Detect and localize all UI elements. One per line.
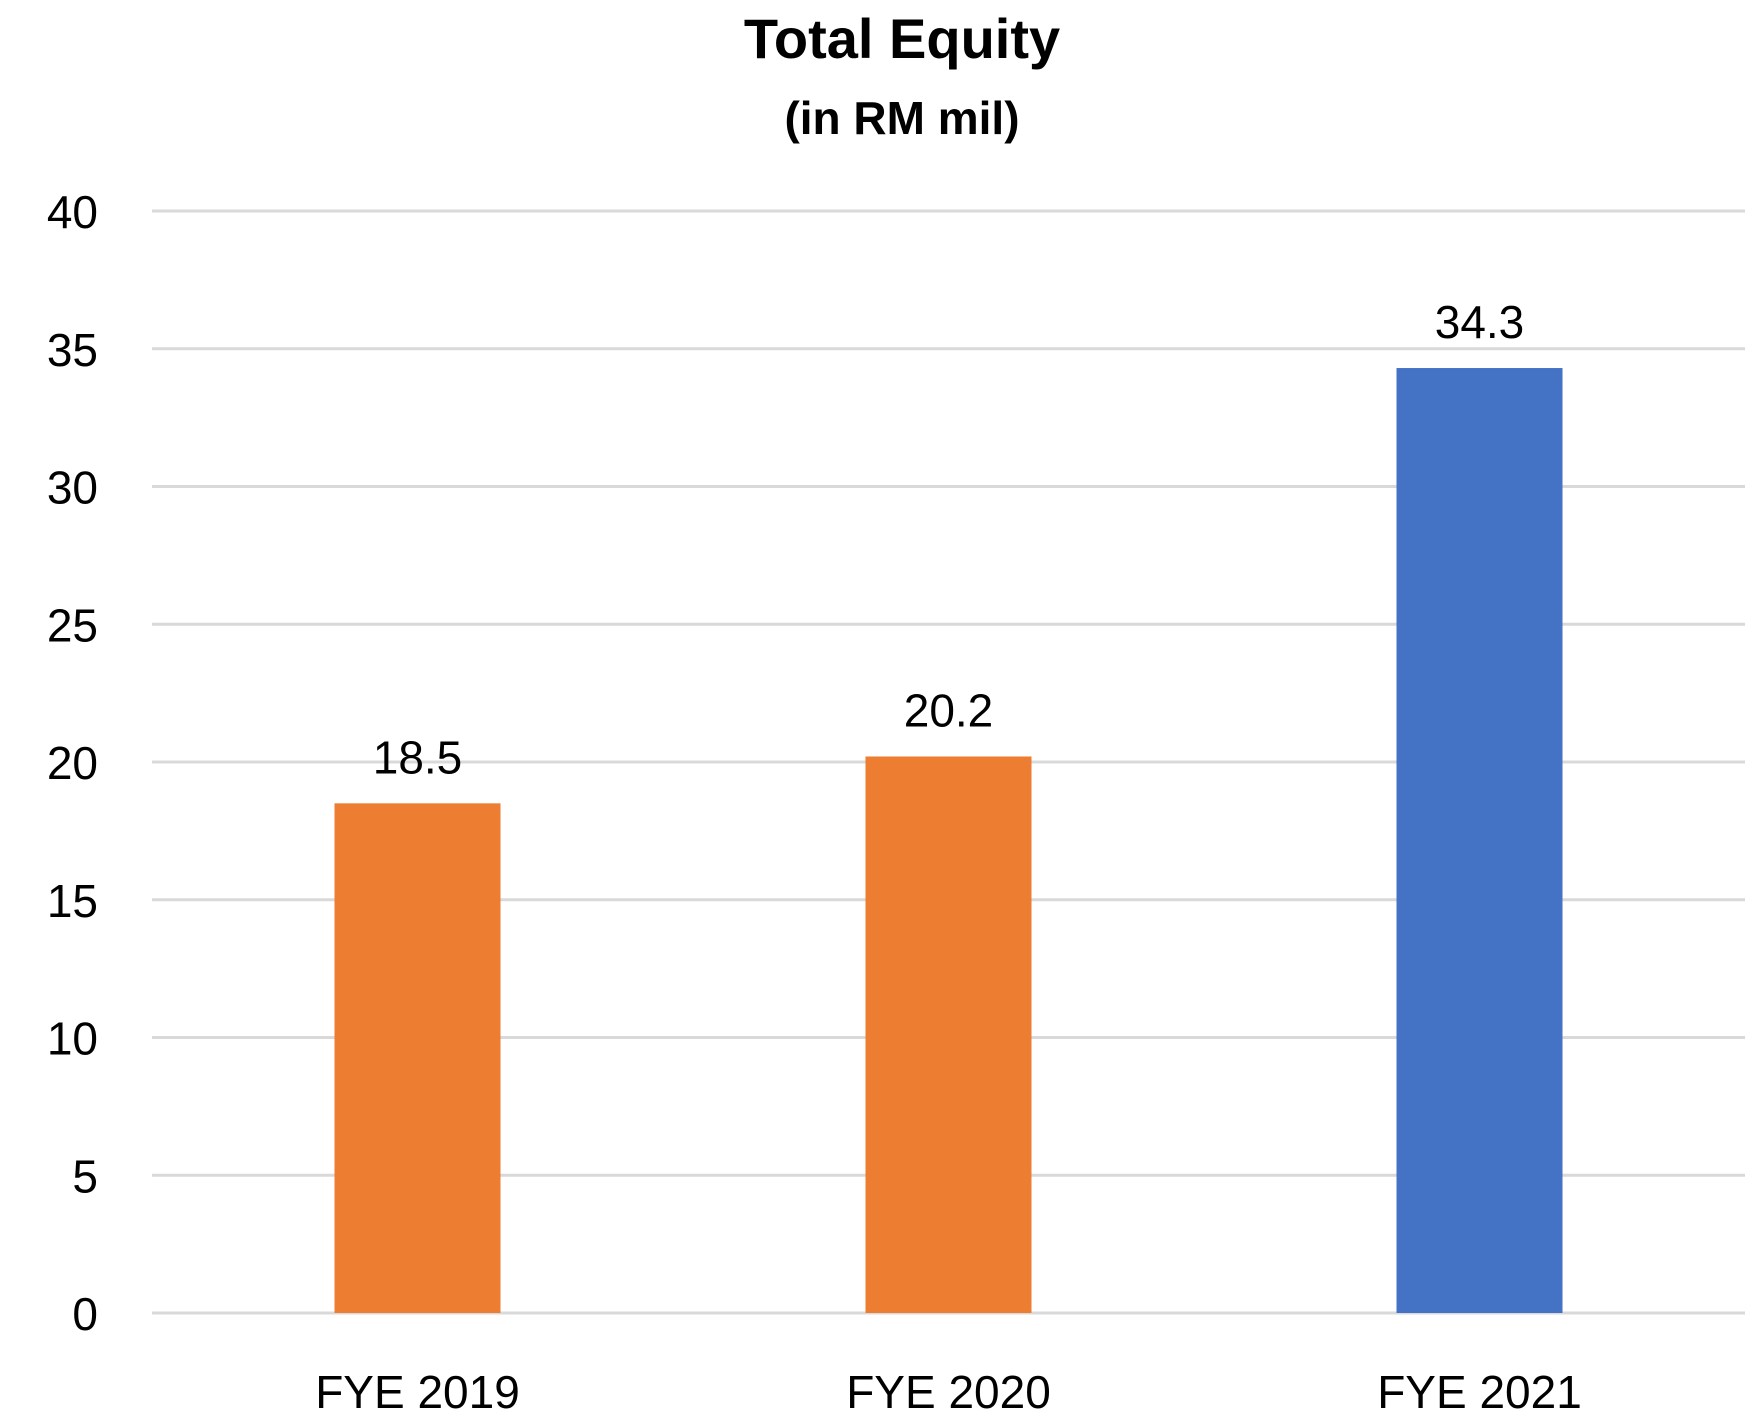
y-tick-label: 35: [47, 324, 98, 376]
y-tick-label: 30: [47, 462, 98, 514]
bars: [334, 368, 1563, 1313]
data-label: 18.5: [373, 731, 463, 783]
bar-fye-2021: [1396, 368, 1563, 1313]
x-tick-label: FYE 2021: [1377, 1366, 1582, 1418]
y-tick-label: 40: [47, 186, 98, 238]
x-tick-label: FYE 2019: [315, 1366, 520, 1418]
bar-fye-2019: [334, 803, 501, 1313]
y-axis-tick-labels: 0 5 10 15 20 25 30 35 40: [47, 186, 98, 1340]
y-tick-label: 15: [47, 875, 98, 927]
chart-subtitle: (in RM mil): [784, 92, 1019, 144]
y-tick-label: 0: [72, 1288, 98, 1340]
data-label: 34.3: [1435, 296, 1525, 348]
y-tick-label: 5: [72, 1150, 98, 1202]
data-label: 20.2: [904, 684, 994, 736]
y-tick-label: 25: [47, 599, 98, 651]
y-tick-label: 10: [47, 1013, 98, 1065]
chart-title: Total Equity: [744, 7, 1060, 70]
x-tick-label: FYE 2020: [846, 1366, 1051, 1418]
data-labels: 18.5 20.2 34.3: [373, 296, 1525, 783]
y-tick-label: 20: [47, 737, 98, 789]
bar-fye-2020: [865, 756, 1032, 1313]
x-axis-tick-labels: FYE 2019 FYE 2020 FYE 2021: [315, 1366, 1582, 1418]
